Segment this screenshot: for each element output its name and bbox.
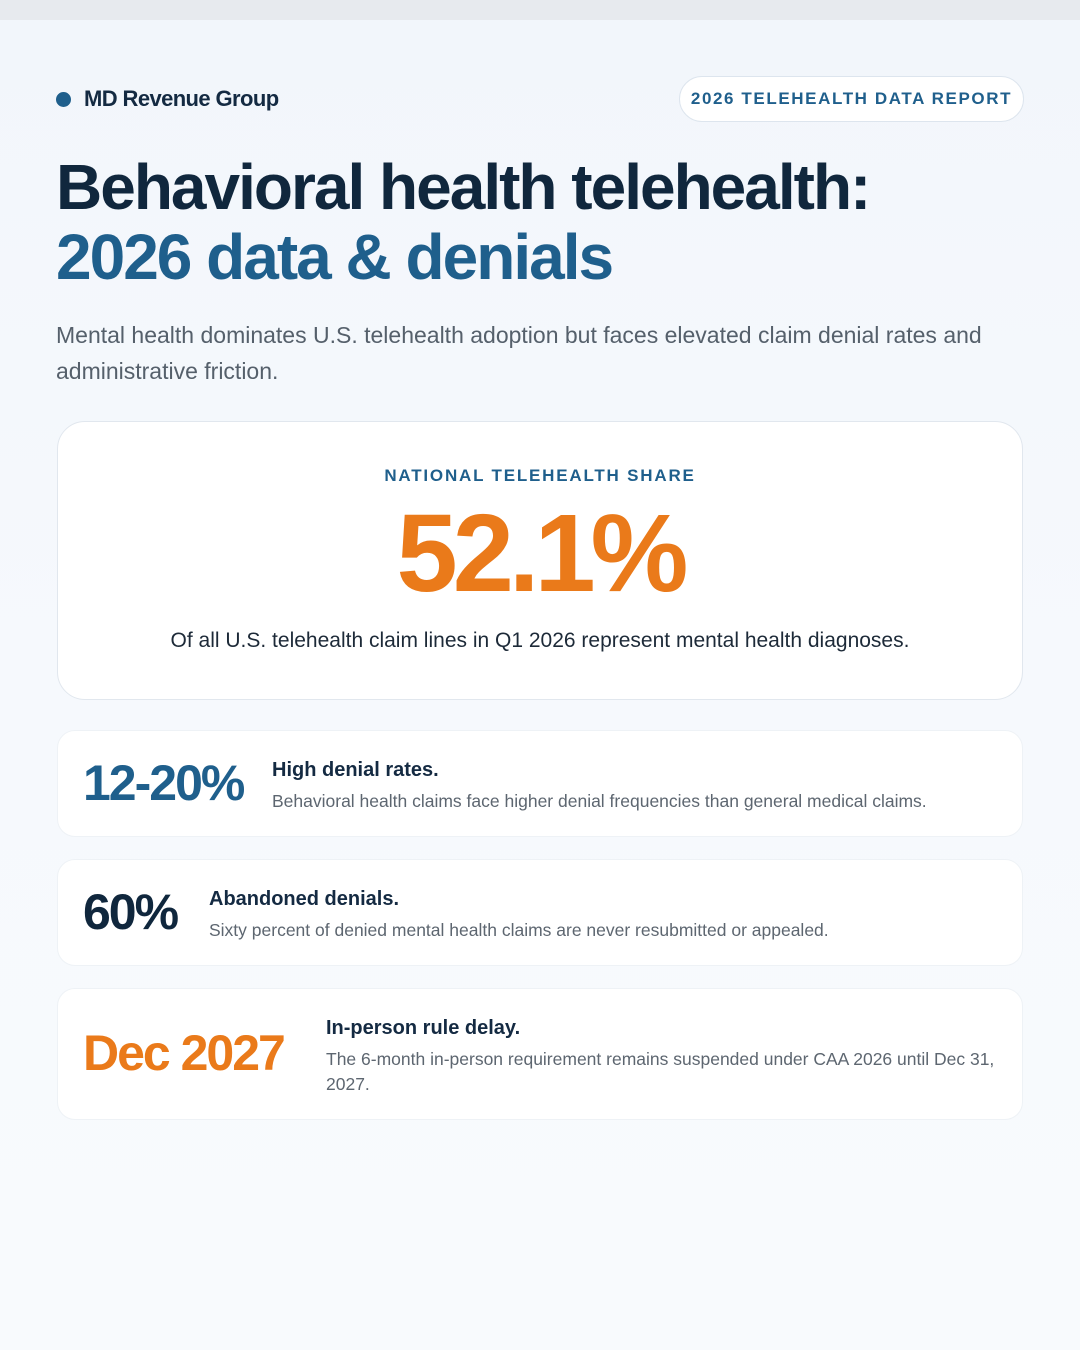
- top-strip: [0, 0, 1080, 20]
- title-line-1: Behavioral health telehealth:: [56, 151, 871, 223]
- brand-name: MD Revenue Group: [84, 86, 279, 111]
- hero-stat-card: NATIONAL TELEHEALTH SHARE 52.1% Of all U…: [57, 421, 1023, 700]
- hero-label: NATIONAL TELEHEALTH SHARE: [384, 466, 696, 485]
- stat-card-denial-rates: 12-20% High denial rates. Behavioral hea…: [57, 730, 1023, 837]
- report-badge: 2026 TELEHEALTH DATA REPORT: [679, 76, 1024, 122]
- brand-dot-icon: [56, 91, 71, 107]
- stat-heading: High denial rates.: [272, 759, 439, 781]
- stat-heading: Abandoned denials.: [209, 888, 400, 910]
- stat-heading: In-person rule delay.: [326, 1017, 521, 1039]
- title-line-2: 2026 data & denials: [56, 221, 614, 293]
- page-title: Behavioral health telehealth: 2026 data …: [56, 152, 1036, 292]
- stat-description: The 6-month in-person requirement remain…: [326, 1049, 995, 1094]
- stat-value: 12-20%: [83, 755, 245, 811]
- stat-card-abandoned-denials: 60% Abandoned denials. Sixty percent of …: [57, 859, 1023, 966]
- stat-description: Sixty percent of denied mental health cl…: [209, 920, 829, 940]
- stat-value: 60%: [83, 884, 179, 940]
- brand: MD Revenue Group: [56, 86, 279, 112]
- page-subtitle: Mental health dominates U.S. telehealth …: [56, 322, 982, 384]
- hero-value: 52.1%: [396, 492, 689, 615]
- stat-card-in-person-rule: Dec 2027 In-person rule delay. The 6-mon…: [57, 988, 1023, 1120]
- stat-value: Dec 2027: [83, 1025, 286, 1081]
- stat-description: Behavioral health claims face higher den…: [272, 791, 927, 811]
- hero-description: Of all U.S. telehealth claim lines in Q1…: [170, 629, 910, 652]
